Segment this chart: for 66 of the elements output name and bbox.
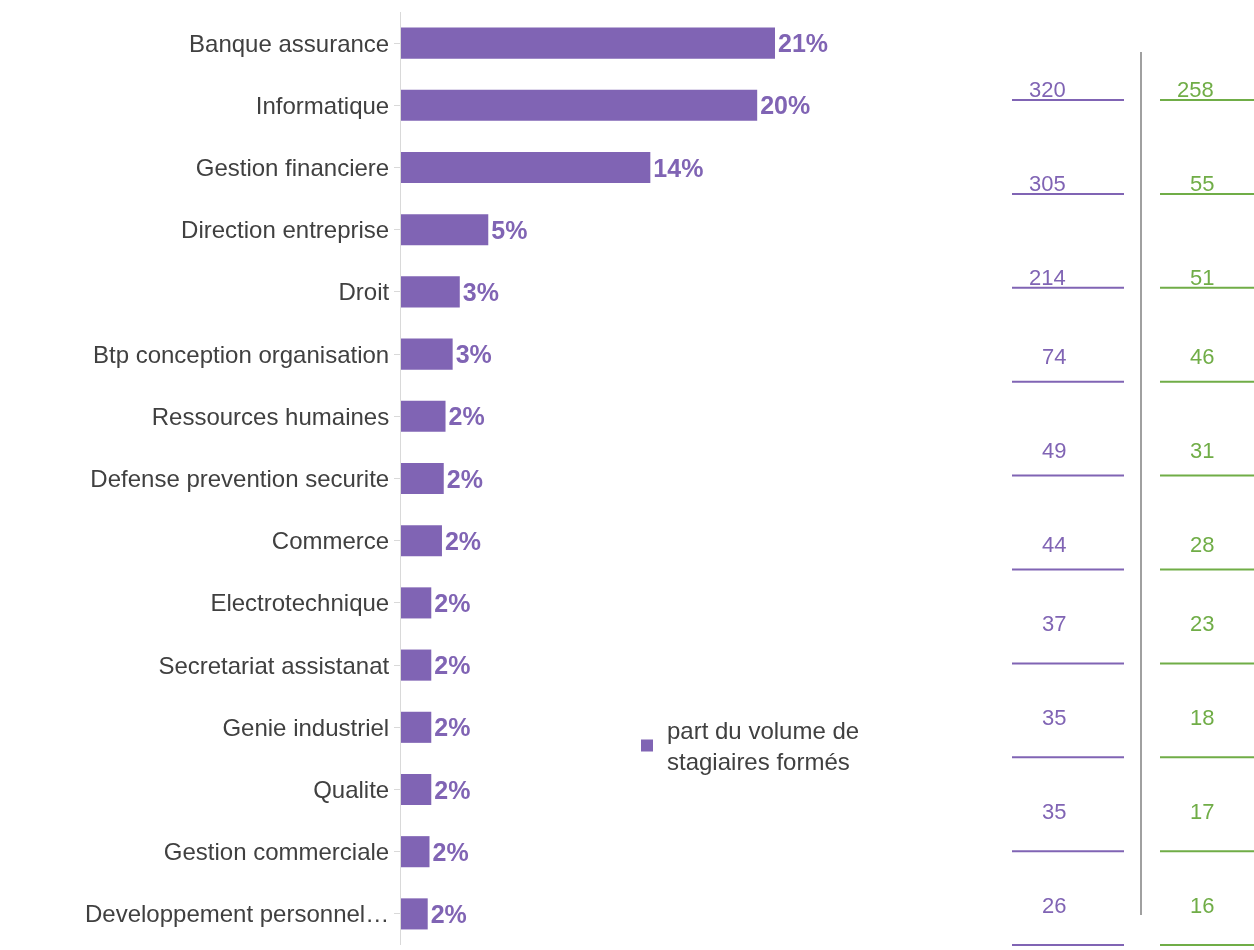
bar (401, 462, 444, 495)
text: 49 (1042, 438, 1067, 463)
text: 28 (1190, 532, 1215, 557)
data-label: 2% (430, 899, 467, 928)
y-tick-label: Gestion financiere (195, 153, 390, 181)
data-label: 20% (760, 91, 811, 120)
bar (401, 836, 430, 868)
text: 31 (1190, 438, 1215, 463)
bar (401, 151, 651, 184)
y-tick-label: Gestion commerciale (163, 838, 390, 866)
data-label: 21% (778, 29, 829, 58)
y-tick-label: Qualite (313, 775, 390, 803)
y-tick-label: Developpement personnel… (85, 900, 390, 928)
text: 37 (1042, 611, 1067, 636)
bar (401, 525, 442, 557)
y-tick-label: Electrotechnique (210, 589, 390, 617)
text: 26 (1042, 893, 1067, 918)
y-tick-label: Defense prevention securite (90, 464, 390, 492)
y-tick-label: Direction entreprise (181, 216, 390, 244)
y-tick-label: Genie industriel (222, 713, 390, 741)
text: 23 (1190, 611, 1215, 636)
text: 46 (1190, 344, 1215, 369)
text: 35 (1042, 799, 1067, 824)
text: 35 (1042, 705, 1067, 730)
bar (401, 587, 432, 619)
data-label: 2% (434, 588, 471, 617)
text: 17 (1190, 799, 1215, 824)
text: 214 (1029, 265, 1066, 290)
data-label: 2% (446, 464, 483, 493)
y-tick-label: Secretariat assistanat (158, 651, 390, 679)
bar (401, 27, 775, 59)
y-tick-label: Informatique (255, 91, 390, 119)
bar (401, 276, 460, 308)
bar (401, 89, 758, 121)
text: 44 (1042, 532, 1067, 557)
bar (401, 711, 432, 743)
y-tick-label: Banque assurance (189, 29, 390, 57)
y-tick-label: Droit (338, 278, 390, 306)
y-tick-label: Ressources humaines (151, 402, 390, 430)
y-tick-label: Btp conception organisation (93, 340, 390, 368)
text: 258 (1177, 77, 1214, 102)
data-label: 2% (444, 526, 482, 555)
data-label: 2% (434, 651, 471, 680)
bar (401, 400, 446, 432)
bar (401, 898, 428, 930)
data-label: 3% (462, 277, 499, 306)
text: 51 (1190, 265, 1215, 290)
data-label: 3% (455, 340, 492, 369)
text: 55 (1190, 171, 1215, 196)
data-label: 2% (432, 837, 469, 866)
bar (401, 338, 453, 370)
text: 74 (1042, 344, 1067, 369)
bar (401, 214, 489, 246)
data-label: 5% (491, 215, 528, 244)
legend-label: part du volume de stagiaires formés (667, 717, 860, 776)
text: 18 (1190, 705, 1215, 730)
bar (401, 773, 432, 806)
text: 16 (1190, 893, 1215, 918)
text: 320 (1029, 77, 1066, 102)
data-label: 2% (448, 402, 485, 431)
text: 305 (1029, 171, 1066, 196)
y-tick-label: Commerce (271, 527, 390, 555)
data-label: 2% (434, 775, 471, 804)
data-label: 2% (434, 713, 471, 742)
bar (401, 649, 432, 681)
data-label: 14% (653, 153, 704, 182)
